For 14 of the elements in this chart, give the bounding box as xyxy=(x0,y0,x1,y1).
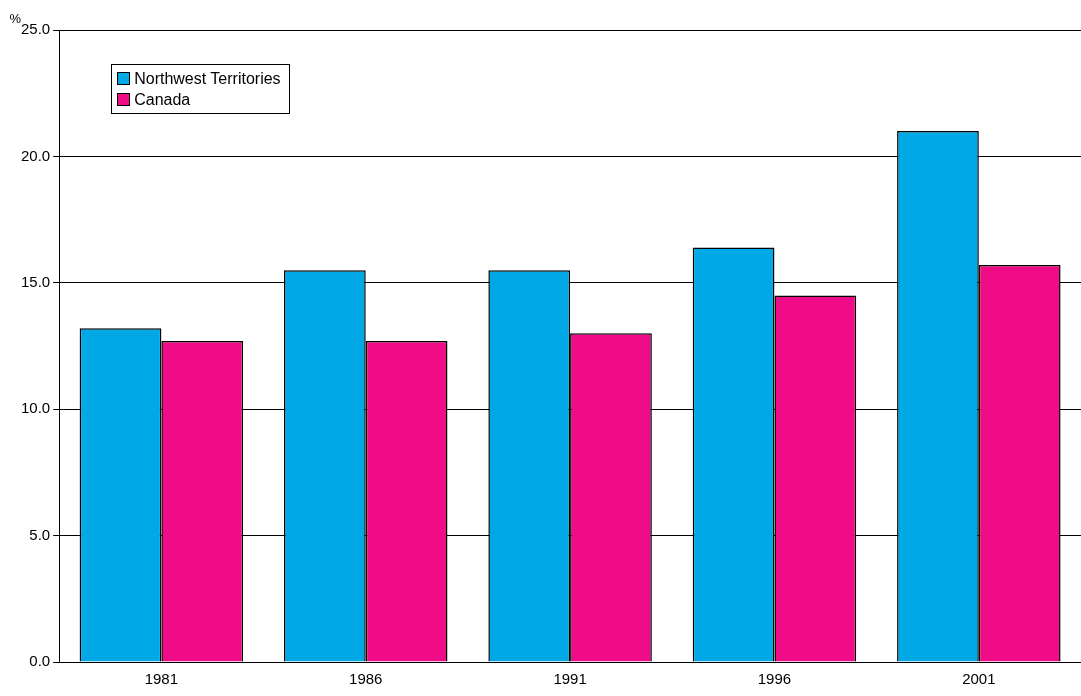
y-tick-label: 5.0 xyxy=(29,525,51,543)
legend-label: Northwest Territories xyxy=(134,69,281,89)
x-tick-label: 1986 xyxy=(349,670,383,688)
y-tick-label: 25.0 xyxy=(20,20,51,38)
x-tick-label: 1991 xyxy=(553,670,587,688)
y-tick-label: 20.0 xyxy=(20,146,51,164)
y-axis-title: % xyxy=(9,11,22,27)
legend-label: Canada xyxy=(134,90,191,110)
y-tick-label: 15.0 xyxy=(20,272,51,290)
x-tick-label: 2001 xyxy=(962,670,996,688)
y-tick-label: 10.0 xyxy=(20,399,51,417)
x-tick-label: 1996 xyxy=(757,670,792,688)
x-tick-label: 1981 xyxy=(144,670,179,688)
y-tick-label: 0.0 xyxy=(29,652,51,670)
